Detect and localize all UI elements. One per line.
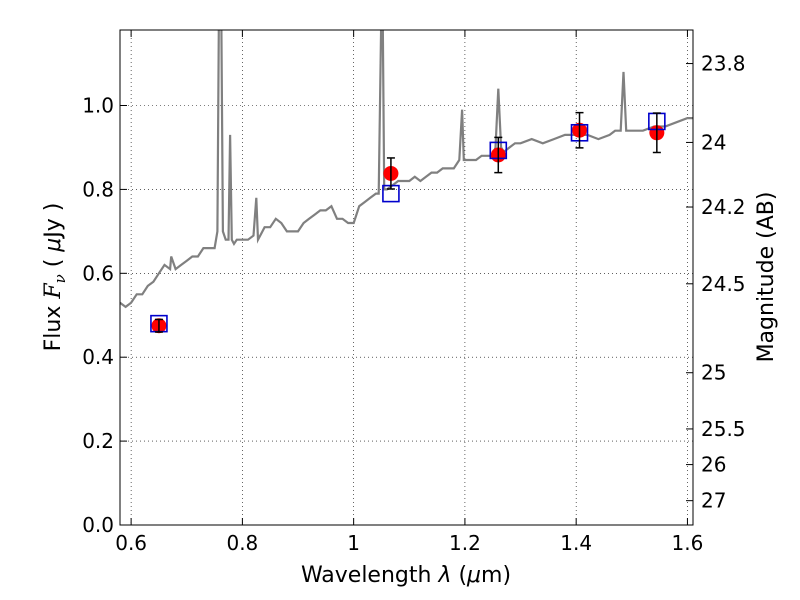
y-tick-label: 0.6 [82,261,114,285]
x-tick-label: 1.4 [560,531,592,555]
right-tick-label: 25.5 [701,417,746,441]
y-tick-label: 0.4 [82,345,114,369]
x-tick-label: 0.6 [115,531,147,555]
right-tick-label: 24.2 [701,195,746,219]
right-axis-title: Magnitude (AB) [754,192,779,363]
plot-frame [119,29,694,526]
right-tick-label: 24 [701,130,726,154]
y-tick-label: 1.0 [82,94,114,118]
right-tick-label: 23.8 [701,52,746,76]
x-axis-title: Wavelength λ (μm) [301,563,511,588]
axes-layer: 0.6 0.8 1 1.2 1.4 1.6 0.0 0.2 0.4 0.6 0.8 1.0 23.8 24… [82,30,746,555]
spectrum-layer [120,30,693,309]
right-tick-label: 27 [701,489,726,513]
y-tick-label: 0.2 [82,429,114,453]
right-tick-label: 26 [701,453,726,477]
spectrum-line [120,30,693,309]
x-tick-label: 1.2 [449,531,481,555]
x-tick-label: 1.6 [672,531,704,555]
right-tick-label: 25 [701,361,726,385]
y-axis-title: Flux Fν ( μJy ) [41,203,69,352]
y-tick-label: 0.0 [82,513,114,537]
y-tick-label: 0.8 [82,177,114,201]
x-tick-label: 1 [347,531,360,555]
marker-layer [150,111,666,334]
grid-layer [120,30,693,526]
right-tick-label: 24.5 [701,272,746,296]
x-tick-label: 0.8 [226,531,258,555]
